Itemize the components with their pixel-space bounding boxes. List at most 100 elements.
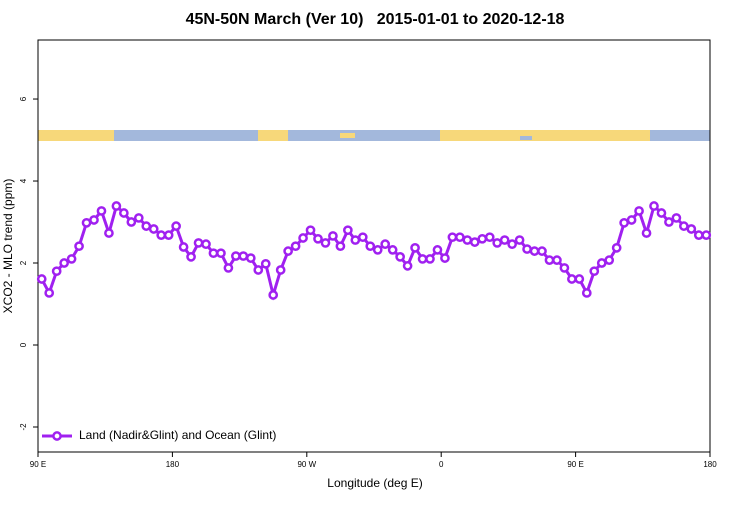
data-point xyxy=(372,245,383,255)
x-tick-label: 90 W xyxy=(297,460,316,469)
data-point xyxy=(619,217,629,228)
data-point xyxy=(567,274,577,284)
y-axis-label: XCO2 - MLO trend (ppm) xyxy=(1,179,15,314)
data-point xyxy=(298,233,308,243)
data-point xyxy=(74,241,84,252)
data-point xyxy=(36,274,47,284)
data-point xyxy=(111,201,122,211)
data-point xyxy=(208,248,219,259)
legend: Land (Nadir&Glint) and Ocean (Glint) xyxy=(42,428,276,442)
data-point xyxy=(283,246,293,256)
data-point xyxy=(522,244,532,254)
data-point xyxy=(537,246,547,256)
data-point xyxy=(81,217,92,228)
data-point xyxy=(634,206,644,216)
land-ocean-strip xyxy=(38,130,710,141)
data-point xyxy=(96,206,107,216)
data-point xyxy=(245,253,256,263)
data-point xyxy=(141,221,152,231)
data-point xyxy=(656,208,667,218)
data-point xyxy=(492,238,503,248)
x-tick-label: 90 E xyxy=(30,460,46,469)
y-tick-label: -2 xyxy=(19,423,28,431)
data-point xyxy=(148,224,159,234)
data-point xyxy=(268,290,279,300)
x-tick-label: 180 xyxy=(166,460,180,469)
data-point xyxy=(163,230,174,240)
legend-label: Land (Nadir&Glint) and Ocean (Glint) xyxy=(79,428,276,442)
data-point xyxy=(216,248,226,259)
data-point xyxy=(89,215,99,225)
x-tick-label: 0 xyxy=(439,460,444,469)
data-point xyxy=(596,258,607,268)
data-point xyxy=(581,288,592,298)
data-point xyxy=(178,242,189,252)
data-point xyxy=(693,230,704,240)
data-point xyxy=(447,232,458,243)
data-point xyxy=(343,225,353,236)
y-tick-label: 2 xyxy=(19,260,28,265)
data-point xyxy=(201,239,211,250)
y-tick-label: 4 xyxy=(19,178,28,183)
data-point xyxy=(395,252,405,262)
data-point xyxy=(253,265,264,275)
data-point xyxy=(223,263,234,273)
data-point xyxy=(552,255,562,265)
data-point xyxy=(440,253,450,263)
chart-title: 45N-50N March (Ver 10) 2015-01-01 to 202… xyxy=(186,11,565,28)
data-point xyxy=(320,238,331,248)
data-point xyxy=(507,239,517,250)
data-point xyxy=(171,221,181,231)
x-tick-label: 90 E xyxy=(567,460,583,469)
data-point xyxy=(133,213,144,223)
data-point xyxy=(469,237,480,247)
data-point xyxy=(679,221,689,231)
data-point xyxy=(462,235,473,245)
data-point xyxy=(559,263,570,273)
data-point xyxy=(305,225,316,236)
data-point xyxy=(156,230,167,240)
data-point xyxy=(611,242,622,253)
data-point xyxy=(193,238,204,248)
data-point xyxy=(335,241,346,252)
data-point xyxy=(432,245,443,255)
data-point xyxy=(574,274,585,284)
data-point xyxy=(425,254,435,264)
data-point xyxy=(328,231,338,241)
data-point xyxy=(477,233,488,244)
data-point xyxy=(238,251,249,261)
data-point xyxy=(51,266,62,277)
data-point xyxy=(641,228,652,238)
data-point xyxy=(357,232,368,243)
data-point xyxy=(529,246,540,256)
data-point xyxy=(119,208,129,218)
y-tick-label: 0 xyxy=(19,342,28,347)
data-point xyxy=(59,258,69,268)
plot-frame xyxy=(37,39,711,453)
data-point xyxy=(544,255,555,265)
data-point xyxy=(104,228,114,238)
data-point xyxy=(126,217,137,227)
y-tick-label: 6 xyxy=(19,96,28,101)
data-point xyxy=(275,265,286,275)
data-point xyxy=(313,233,323,244)
legend-marker xyxy=(52,431,62,441)
data-point xyxy=(44,288,55,298)
data-point xyxy=(514,235,525,245)
x-axis-label: Longitude (deg E) xyxy=(327,476,422,490)
data-point xyxy=(589,266,600,277)
data-point xyxy=(260,258,271,269)
data-point xyxy=(417,254,428,264)
data-point xyxy=(402,261,413,271)
data-point xyxy=(365,241,376,252)
data-point xyxy=(671,213,682,223)
data-point xyxy=(701,230,712,240)
data-point xyxy=(484,232,495,243)
data-point xyxy=(387,245,398,255)
data-point xyxy=(686,224,697,234)
data-point xyxy=(410,242,420,253)
data-point xyxy=(290,241,301,252)
data-point xyxy=(499,235,510,245)
